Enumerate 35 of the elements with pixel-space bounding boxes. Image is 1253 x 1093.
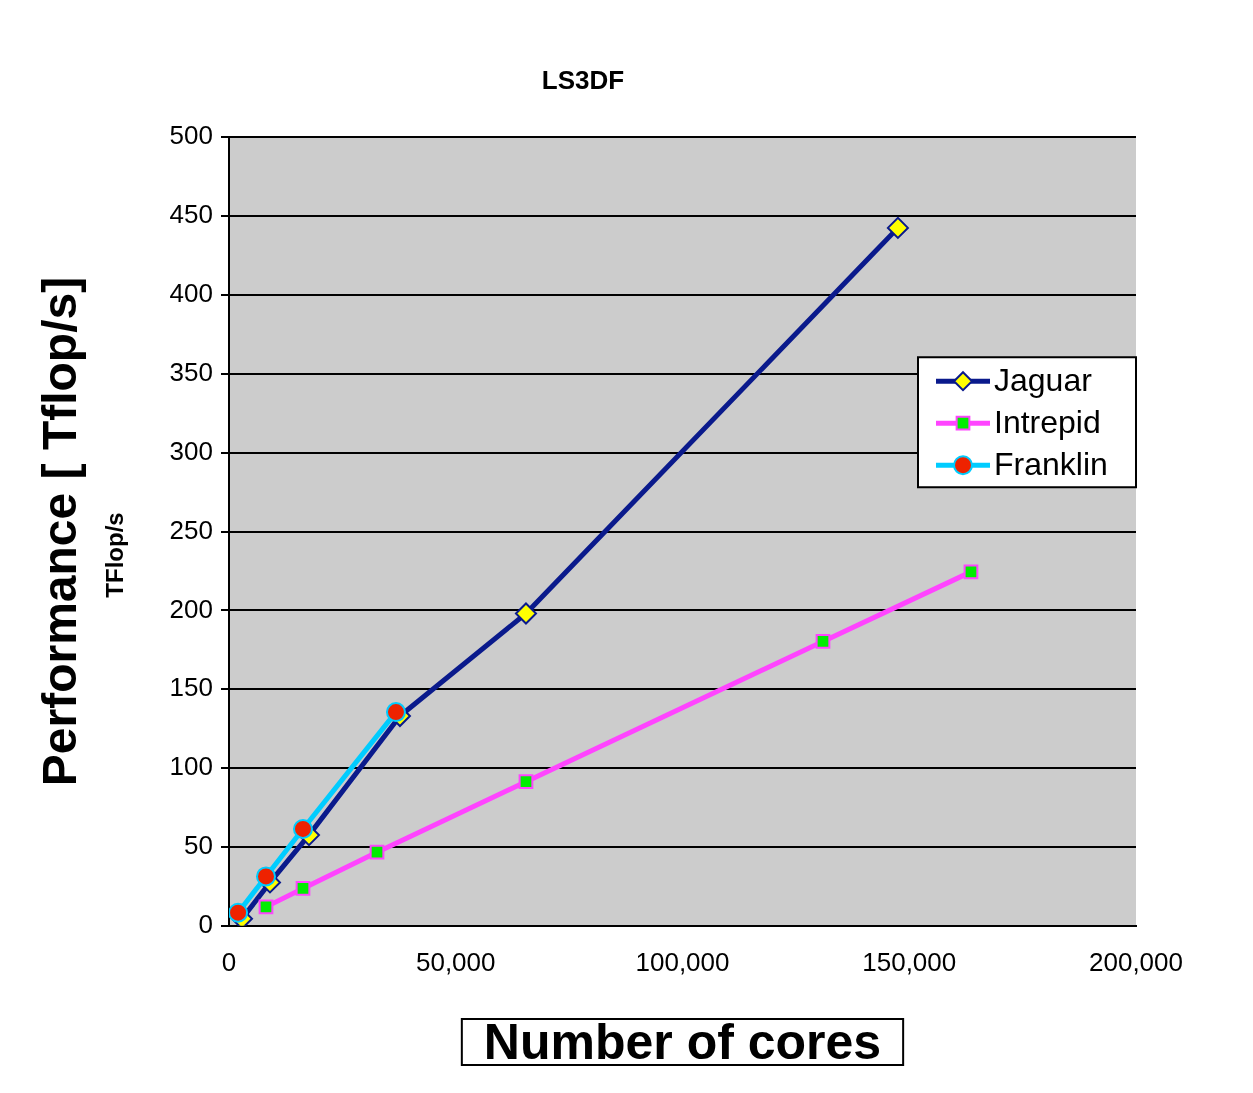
point xyxy=(886,216,909,239)
point xyxy=(518,774,534,790)
y-tick-label: 0 xyxy=(198,908,213,939)
point xyxy=(228,902,249,923)
y-tick-label: 450 xyxy=(169,199,213,230)
point xyxy=(292,818,313,839)
legend-label: Jaguar xyxy=(994,362,1093,399)
y-tick-label: 350 xyxy=(169,356,213,387)
x-tick-label: 50,000 xyxy=(415,946,496,977)
y-tick-label: 500 xyxy=(169,120,213,151)
y-tick-label: 200 xyxy=(169,593,213,624)
point xyxy=(255,866,276,887)
point xyxy=(815,634,831,649)
y-tick-label: 400 xyxy=(169,278,213,309)
y-tick-label: 50 xyxy=(184,830,213,861)
text: TFlop/s xyxy=(100,512,128,598)
point xyxy=(963,564,979,580)
y-axis-title: Performance [ Tflop/s] xyxy=(33,276,87,787)
x-tick-label: 100,000 xyxy=(635,946,730,977)
point xyxy=(385,702,406,723)
point xyxy=(295,881,311,896)
legend-label: Franklin xyxy=(994,446,1108,483)
legend-label: Intrepid xyxy=(994,404,1101,441)
y-tick-label: 250 xyxy=(169,514,213,545)
point xyxy=(369,844,385,860)
y-tick-label: 300 xyxy=(169,435,213,466)
y-tick-label: 100 xyxy=(169,751,213,782)
y-tick-label: 150 xyxy=(169,672,213,703)
x-tick-label: 150,000 xyxy=(862,946,957,977)
x-tick-label: 200,000 xyxy=(1089,946,1183,977)
x-axis-title: Number of cores xyxy=(483,1013,882,1070)
point xyxy=(258,899,274,915)
x-tick-label: 0 xyxy=(221,946,237,977)
chart-title: LS3DF xyxy=(541,64,625,95)
point xyxy=(514,602,537,625)
